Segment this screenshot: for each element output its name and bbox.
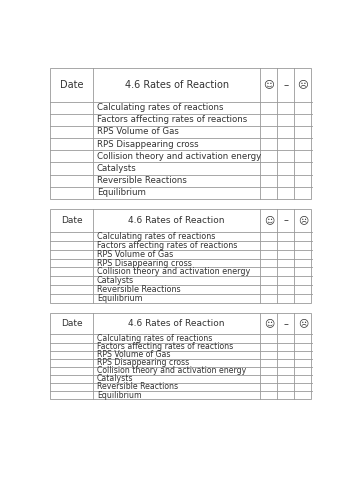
Text: Factors affecting rates of reactions: Factors affecting rates of reactions — [97, 342, 233, 351]
Bar — [50, 68, 311, 199]
Text: Reversible Reactions: Reversible Reactions — [97, 176, 187, 185]
Text: ☹: ☹ — [298, 318, 308, 328]
Text: –: – — [283, 216, 288, 226]
Text: ☺: ☺ — [263, 80, 274, 90]
Text: 4.6 Rates of Reaction: 4.6 Rates of Reaction — [128, 319, 225, 328]
Text: Date: Date — [60, 80, 83, 90]
Text: Reversible Reactions: Reversible Reactions — [97, 285, 180, 294]
Text: Calculating rates of reactions: Calculating rates of reactions — [97, 232, 215, 241]
Text: Calculating rates of reactions: Calculating rates of reactions — [97, 103, 223, 112]
Text: Collision theory and activation energy: Collision theory and activation energy — [97, 152, 261, 161]
Text: ☹: ☹ — [298, 216, 308, 226]
Text: Equilibrium: Equilibrium — [97, 294, 143, 303]
Text: Collision theory and activation energy: Collision theory and activation energy — [97, 366, 246, 376]
Text: ☹: ☹ — [298, 80, 309, 90]
Text: RPS Volume of Gas: RPS Volume of Gas — [97, 350, 170, 359]
Text: 4.6 Rates of Reaction: 4.6 Rates of Reaction — [125, 80, 229, 90]
Text: Date: Date — [61, 319, 83, 328]
Text: RPS Volume of Gas: RPS Volume of Gas — [97, 128, 179, 136]
Text: RPS Volume of Gas: RPS Volume of Gas — [97, 250, 173, 258]
Text: RPS Disappearing cross: RPS Disappearing cross — [97, 258, 192, 268]
Text: 4.6 Rates of Reaction: 4.6 Rates of Reaction — [128, 216, 225, 225]
Text: Reversible Reactions: Reversible Reactions — [97, 382, 178, 392]
Text: Catalysts: Catalysts — [97, 276, 134, 285]
Text: ☺: ☺ — [264, 216, 274, 226]
Text: Collision theory and activation energy: Collision theory and activation energy — [97, 268, 250, 276]
Text: Factors affecting rates of reactions: Factors affecting rates of reactions — [97, 116, 247, 124]
Text: Factors affecting rates of reactions: Factors affecting rates of reactions — [97, 241, 237, 250]
Text: –: – — [283, 80, 288, 90]
Text: Equilibrium: Equilibrium — [97, 390, 142, 400]
Text: RPS Disappearing cross: RPS Disappearing cross — [97, 358, 189, 367]
Text: Catalysts: Catalysts — [97, 164, 137, 173]
Bar — [50, 209, 311, 303]
Text: ☺: ☺ — [264, 318, 274, 328]
Text: Catalysts: Catalysts — [97, 374, 133, 384]
Bar — [50, 313, 311, 399]
Text: RPS Disappearing cross: RPS Disappearing cross — [97, 140, 198, 148]
Text: –: – — [283, 318, 288, 328]
Text: Date: Date — [61, 216, 83, 225]
Text: Equilibrium: Equilibrium — [97, 188, 146, 198]
Text: Calculating rates of reactions: Calculating rates of reactions — [97, 334, 212, 343]
